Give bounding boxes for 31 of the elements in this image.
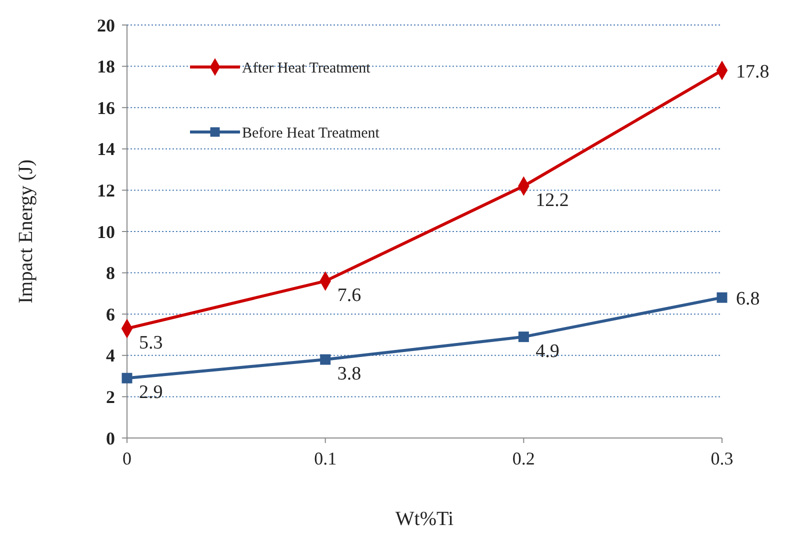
x-axis-title: Wt%Ti xyxy=(395,508,454,530)
data-label: 3.8 xyxy=(337,364,362,385)
data-label: 12.2 xyxy=(536,190,569,212)
legend-label: After Heat Treatment xyxy=(242,60,372,76)
point xyxy=(518,332,529,342)
point xyxy=(320,354,331,365)
y-tick-label: 2 xyxy=(106,387,115,407)
point xyxy=(716,292,728,303)
y-axis-title: Impact Energy (J) xyxy=(15,159,37,304)
y-tick-label: 16 xyxy=(97,98,115,118)
data-label: 6.8 xyxy=(736,288,760,310)
legend-label: Before Heat Treatment xyxy=(242,125,380,142)
y-tick-label: 6 xyxy=(106,304,115,324)
data-label: 7.6 xyxy=(337,285,362,306)
data-label: 5.3 xyxy=(139,332,163,354)
data-label: 4.9 xyxy=(536,340,560,362)
x-tick-label: 0.1 xyxy=(314,448,337,468)
x-tick-label: 0 xyxy=(122,448,132,468)
y-tick-label: 14 xyxy=(97,139,115,160)
data-label: 2.9 xyxy=(139,382,163,404)
y-tick-label: 18 xyxy=(97,56,115,77)
y-tick-label: 10 xyxy=(97,222,115,242)
x-tick-label: 0.2 xyxy=(512,448,535,468)
y-tick-label: 4 xyxy=(106,346,115,366)
y-tick-label: 0 xyxy=(106,428,115,448)
data-label: 17.8 xyxy=(736,61,770,82)
y-tick-label: 8 xyxy=(106,263,115,284)
point xyxy=(122,372,132,384)
x-tick-label: 0.3 xyxy=(710,448,734,468)
y-tick-label: 12 xyxy=(97,180,115,200)
y-tick-label: 20 xyxy=(97,15,115,36)
